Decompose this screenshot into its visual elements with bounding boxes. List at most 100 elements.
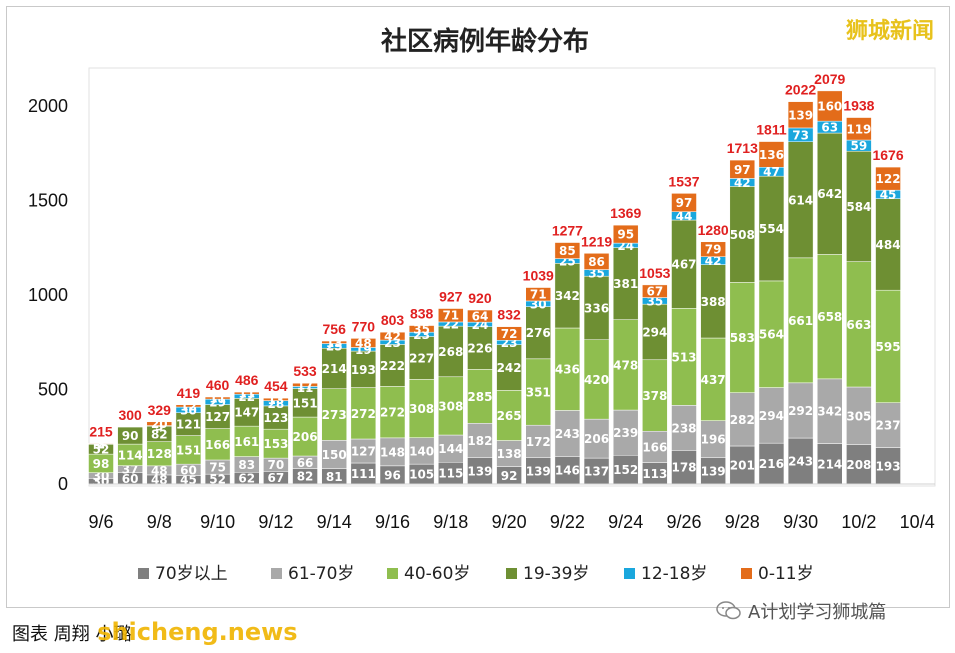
bar-segment [729, 159, 756, 179]
segment-value-label: 35 [646, 294, 663, 308]
bar-segment [263, 397, 289, 401]
bar-segment [379, 331, 406, 341]
segment-value-label: 137 [584, 465, 609, 479]
bar-segment [729, 186, 756, 283]
segment-value-label: 151 [176, 443, 201, 457]
segment-value-label: 178 [671, 461, 696, 475]
total-value-label: 419 [177, 385, 201, 401]
segment-value-label: 282 [730, 413, 755, 427]
bar-segment [758, 141, 785, 168]
bar-segment [612, 224, 639, 244]
segment-value-label: 661 [788, 314, 813, 328]
segment-value-label: 222 [380, 359, 405, 373]
bar-segment [729, 445, 756, 485]
total-value-label: 1537 [668, 173, 699, 189]
segment-value-label: 294 [642, 325, 667, 339]
segment-value-label: 140 [409, 444, 434, 458]
segment-value-label: 11 [209, 392, 226, 406]
segment-value-label: 226 [467, 342, 492, 356]
segment-value-label: 63 [821, 121, 838, 135]
segment-value-label: 243 [788, 455, 813, 469]
segment-value-label: 86 [588, 255, 605, 269]
segment-value-label: 206 [293, 430, 318, 444]
bar-segment [554, 327, 581, 411]
segment-value-label: 114 [118, 448, 143, 462]
total-value-label: 329 [148, 402, 172, 418]
segment-value-label: 82 [297, 470, 314, 484]
total-value-label: 927 [439, 289, 463, 305]
bar-segment [496, 326, 522, 341]
segment-value-label: 96 [384, 468, 401, 482]
total-value-label: 486 [235, 372, 259, 388]
bar-segment [583, 275, 610, 340]
total-value-label: 2079 [814, 71, 845, 87]
segment-value-label: 98 [93, 457, 110, 471]
segment-value-label: 342 [555, 289, 580, 303]
segment-value-label: 139 [526, 464, 551, 478]
bar-segment [321, 340, 347, 344]
bar-segment [204, 404, 231, 429]
x-tick-label: 9/24 [608, 512, 643, 532]
segment-value-label: 658 [817, 310, 842, 324]
total-value-label: 1938 [843, 98, 874, 114]
bar-segment [204, 396, 231, 400]
x-tick-label: 9/12 [258, 512, 293, 532]
segment-value-label: 97 [676, 196, 693, 210]
segment-value-label: 150 [322, 448, 347, 462]
segment-value-label: 208 [846, 458, 871, 472]
bar-segment [700, 457, 726, 485]
bar-segment [700, 241, 726, 257]
segment-value-label: 64 [472, 310, 489, 324]
segment-value-label: 3 [155, 419, 163, 433]
total-value-label: 803 [381, 312, 405, 328]
x-tick-label: 9/20 [492, 512, 527, 532]
segment-value-label: 265 [497, 409, 522, 423]
segment-value-label: 115 [438, 467, 463, 481]
bar-segment [234, 398, 260, 427]
segment-value-label: 478 [613, 358, 638, 372]
bar-segment [496, 344, 522, 391]
segment-value-label: 13 [326, 336, 343, 350]
segment-value-label: 583 [730, 331, 755, 345]
segment-value-label: 239 [613, 426, 638, 440]
bar-segment [875, 166, 901, 191]
bar-segment [525, 287, 551, 302]
bar-segment [612, 247, 639, 320]
legend-label: 0-11岁 [758, 564, 814, 584]
segment-value-label: 48 [355, 336, 372, 350]
bar-segment [204, 428, 231, 461]
segment-value-label: 97 [734, 163, 751, 177]
segment-value-label: 272 [351, 407, 376, 421]
segment-value-label: 292 [788, 404, 813, 418]
x-tick-label: 9/30 [783, 512, 818, 532]
legend: 70岁以上 61-70岁 40-60岁 19-39岁 12-18岁 0-11岁 [138, 564, 814, 584]
segment-value-label: 166 [642, 440, 667, 454]
bar-segment [817, 132, 843, 255]
total-value-label: 1219 [581, 233, 612, 249]
segment-value-label: 508 [730, 228, 755, 242]
bar-segment [350, 338, 377, 348]
segment-value-label: 48 [151, 464, 168, 478]
segment-value-label: 12 [180, 399, 197, 413]
segment-value-label: 71 [442, 309, 459, 323]
segment-value-label: 44 [676, 209, 693, 223]
x-tick-label: 9/28 [725, 512, 760, 532]
segment-value-label: 351 [526, 386, 551, 400]
segment-value-label: 554 [759, 222, 784, 236]
segment-value-label: 3 [97, 437, 105, 451]
bar-segment [787, 257, 814, 384]
segment-value-label: 227 [409, 351, 434, 365]
segment-value-label: 148 [380, 445, 405, 459]
bar-segment [787, 382, 814, 439]
segment-value-label: 467 [671, 258, 696, 272]
segment-value-label: 242 [497, 361, 522, 375]
segment-value-label: 584 [846, 200, 871, 214]
footer-account: A计划学习狮城篇 [716, 598, 886, 624]
segment-value-label: 92 [501, 469, 518, 483]
bar-segment [321, 440, 347, 469]
chart-title: 社区病例年龄分布 [381, 26, 589, 57]
x-tick-label: 9/14 [317, 512, 352, 532]
segment-value-label: 121 [176, 418, 201, 432]
segment-value-label: 437 [701, 373, 726, 387]
